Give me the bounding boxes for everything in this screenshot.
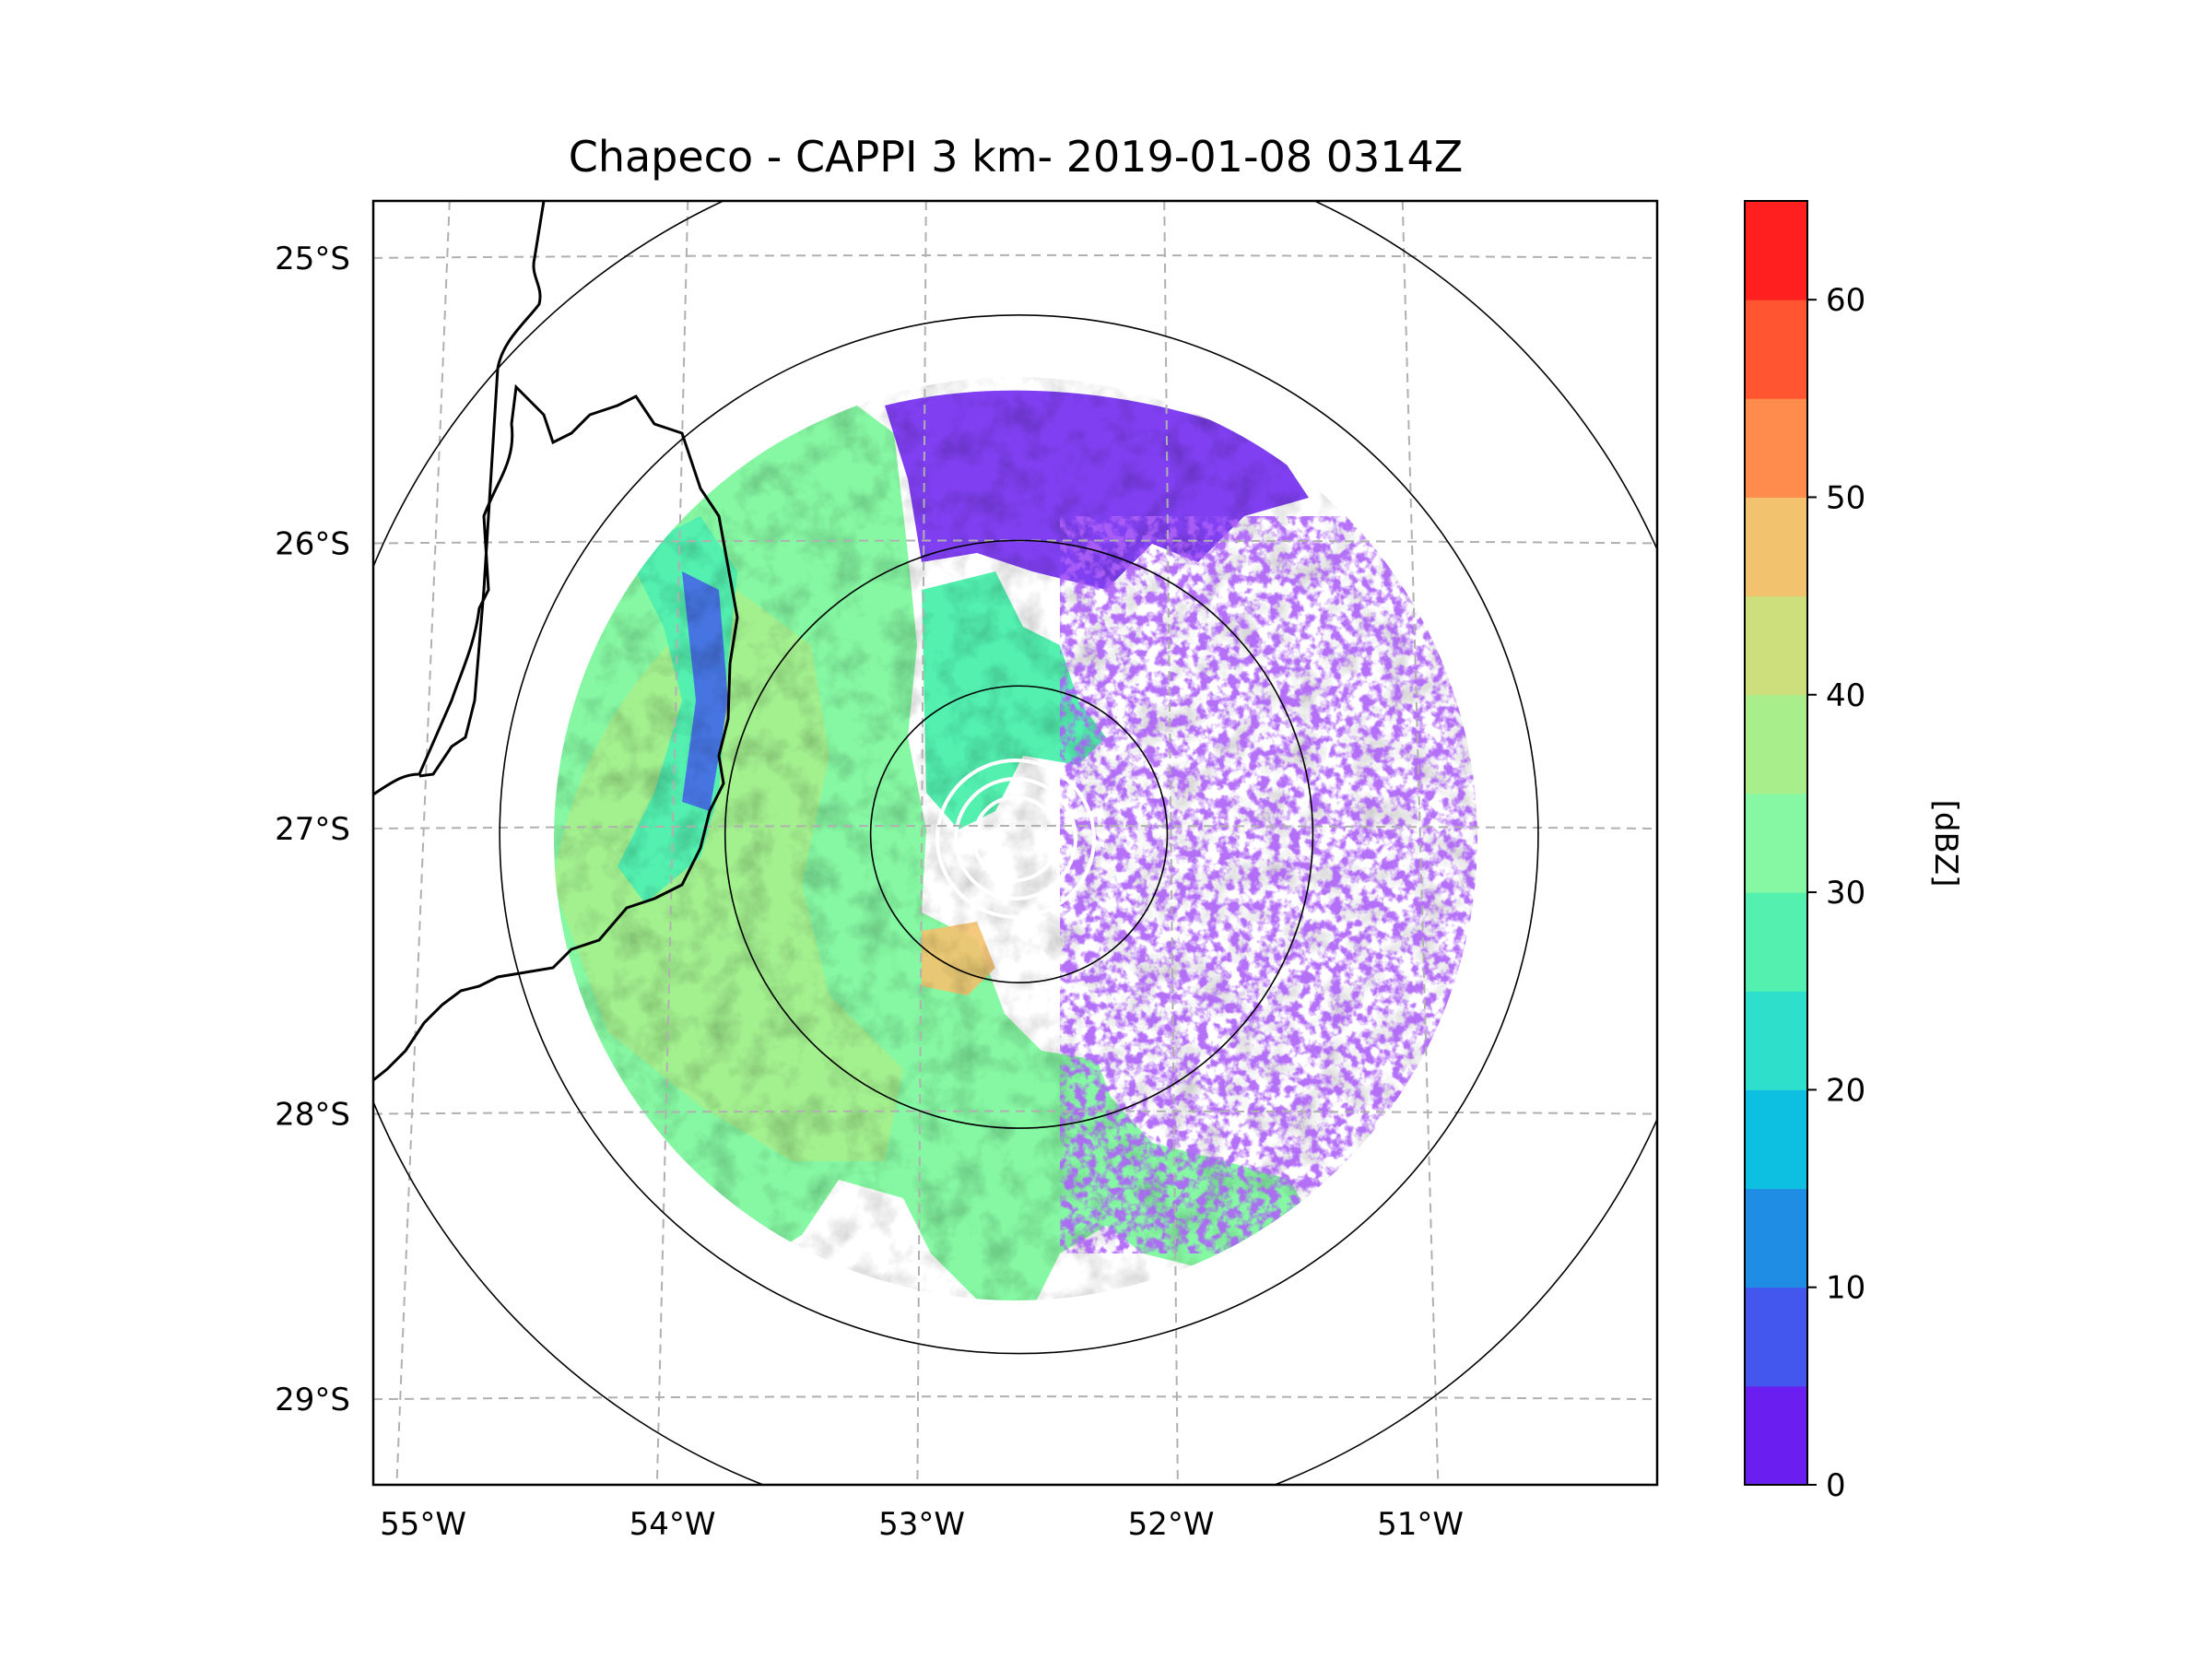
- colorbar-segment: [1745, 497, 1807, 597]
- colorbar-label: [dBZ]: [1927, 800, 1964, 888]
- longitude-labels: 55°W 54°W 53°W 52°W 51°W: [380, 1506, 1464, 1543]
- colorbar-segment: [1745, 201, 1807, 300]
- colorbar-segment: [1745, 1385, 1807, 1486]
- colorbar-tick-label: 30: [1826, 875, 1865, 912]
- lat-tick-label: 29°S: [275, 1382, 350, 1418]
- lat-gridline: [373, 1395, 1657, 1401]
- colorbar-segment: [1745, 595, 1807, 696]
- lat-tick-label: 28°S: [275, 1097, 350, 1134]
- colorbar-tick-label: 0: [1826, 1467, 1846, 1504]
- lon-tick-label: 55°W: [380, 1506, 466, 1543]
- radar-clutter-ring: [935, 759, 1096, 919]
- colorbar-segment: [1745, 300, 1807, 399]
- lat-gridline: [373, 539, 1657, 545]
- lat-gridline: [373, 825, 1657, 830]
- lon-gridline: [916, 201, 927, 1485]
- colorbar-tick-label: 10: [1826, 1270, 1865, 1307]
- colorbar-segment: [1745, 1287, 1807, 1387]
- lon-gridline: [395, 201, 451, 1485]
- range-ring: [869, 685, 1169, 983]
- range-ring: [724, 539, 1314, 1129]
- colorbar-tick-label: 20: [1826, 1072, 1865, 1109]
- figure-title: Chapeco - CAPPI 3 km- 2019-01-08 0314Z: [569, 132, 1464, 182]
- lon-tick-label: 52°W: [1128, 1506, 1215, 1543]
- graticule: [373, 201, 1657, 1485]
- colorbar-segment: [1745, 1188, 1807, 1288]
- lon-gridline: [655, 201, 689, 1485]
- national-border-argentina: [418, 201, 546, 778]
- radar-clutter-ring: [954, 777, 1077, 900]
- lat-tick-label: 25°S: [275, 241, 350, 277]
- range-rings: [373, 201, 1657, 1485]
- latitude-labels: 25°S 26°S 27°S 28°S 29°S: [275, 241, 350, 1418]
- lat-tick-label: 27°S: [275, 811, 350, 848]
- state-border-sc-pr: [373, 383, 739, 1082]
- colorbar-frame: [1744, 200, 1808, 1486]
- colorbar-segment: [1745, 793, 1807, 893]
- range-ring: [499, 314, 1539, 1355]
- lon-gridline: [1163, 201, 1179, 1485]
- colorbar-segment: [1745, 892, 1807, 992]
- lat-gridline: [373, 1110, 1657, 1115]
- lat-tick-label: 26°S: [275, 525, 350, 562]
- lon-tick-label: 54°W: [629, 1506, 716, 1543]
- colorbar-segment: [1745, 991, 1807, 1090]
- lat-gridline: [373, 253, 1657, 259]
- lon-tick-label: 51°W: [1377, 1506, 1464, 1543]
- lon-tick-label: 53°W: [878, 1506, 965, 1543]
- colorbar-tick-label: 40: [1826, 677, 1865, 714]
- lon-gridline: [1401, 201, 1440, 1485]
- colorbar-tick-label: 60: [1826, 282, 1865, 319]
- map-axes: [373, 201, 1657, 1485]
- reflectivity-field: [554, 377, 1477, 1300]
- map-frame: [371, 199, 1659, 1487]
- colorbar-segment: [1745, 694, 1807, 794]
- colorbar-segment: [1745, 398, 1807, 498]
- colorbar: 0 10 20 30 40 50 60: [1745, 201, 1865, 1504]
- colorbar-segment: [1745, 1089, 1807, 1190]
- radar-clutter-ring: [972, 795, 1059, 882]
- colorbar-tick-label: 50: [1826, 479, 1865, 516]
